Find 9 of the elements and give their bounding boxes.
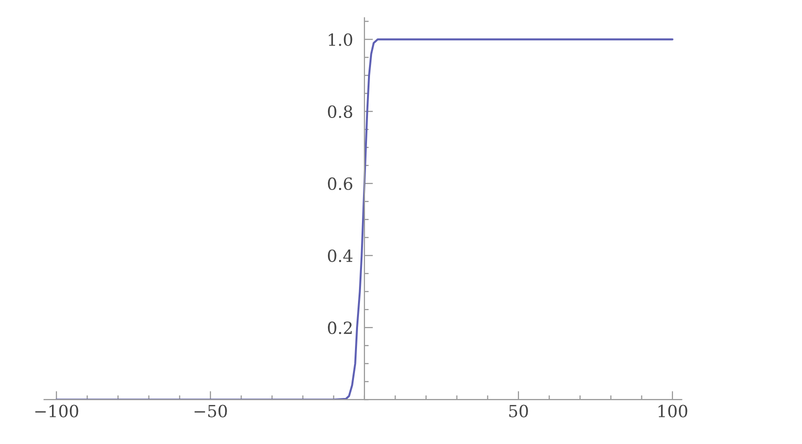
x-tick-label: 50 bbox=[509, 404, 528, 418]
y-tick-label: 1.0 bbox=[328, 33, 352, 46]
y-tick-label: 0.6 bbox=[328, 177, 352, 190]
x-tick-label: −100 bbox=[35, 404, 78, 418]
y-tick-label: 0.4 bbox=[328, 249, 352, 262]
x-tick-label: 100 bbox=[658, 404, 688, 418]
y-tick-label: 0.8 bbox=[328, 105, 352, 118]
x-tick-label: −50 bbox=[194, 404, 227, 418]
y-tick-label: 0.2 bbox=[328, 322, 352, 334]
